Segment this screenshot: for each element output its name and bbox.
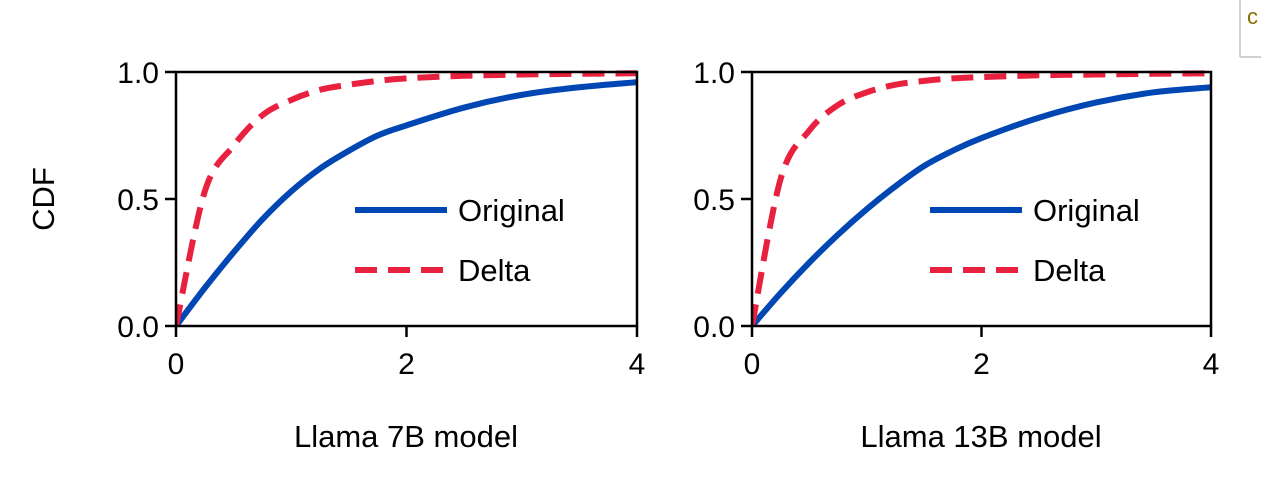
plot-frame <box>750 70 1213 328</box>
y-axis-label: CDF <box>26 167 61 231</box>
legend: Original Delta <box>930 193 1140 288</box>
plot-frame <box>174 70 639 328</box>
x-tick-label: 4 <box>629 348 646 381</box>
series-line-delta <box>752 70 1211 326</box>
plot-lines <box>176 70 637 326</box>
y-tick-label: 1.0 <box>693 57 735 90</box>
x-tick-label: 4 <box>1203 348 1220 381</box>
x-tick-label: 2 <box>398 348 415 381</box>
x-axis-label: Llama 7B model <box>294 419 518 454</box>
axis-ticks: 0 2 4 0.0 0.5 1.0 <box>693 57 1219 381</box>
y-tick-label: 0.5 <box>117 184 159 217</box>
legend: Original Delta <box>355 193 565 288</box>
x-axis-label: Llama 13B model <box>860 419 1101 454</box>
plot-lines <box>752 70 1211 326</box>
panel-llama-7b: 0 2 4 0.0 0.5 1.0 Llama 7B model Original Delt… <box>117 57 645 454</box>
legend-label-delta: Delta <box>1033 253 1106 288</box>
legend-label-original: Original <box>458 193 565 228</box>
legend-label-original: Original <box>1033 193 1140 228</box>
y-tick-label: 1.0 <box>117 57 159 90</box>
y-tick-label: 0.0 <box>117 311 159 344</box>
y-tick-label: 0.0 <box>693 311 735 344</box>
y-tick-label: 0.5 <box>693 184 735 217</box>
series-line-delta <box>176 70 637 326</box>
legend-label-delta: Delta <box>458 253 531 288</box>
panel-llama-13b: 0 2 4 0.0 0.5 1.0 Llama 13B model Original Del… <box>693 57 1219 454</box>
x-tick-label: 0 <box>168 348 185 381</box>
axis-ticks: 0 2 4 0.0 0.5 1.0 <box>117 57 645 381</box>
series-line-original <box>176 79 637 326</box>
series-line-original <box>752 84 1211 326</box>
x-tick-label: 2 <box>973 348 990 381</box>
x-tick-label: 0 <box>744 348 761 381</box>
corner-fragment-text: c <box>1247 4 1258 29</box>
corner-fragment: c <box>1239 0 1261 58</box>
